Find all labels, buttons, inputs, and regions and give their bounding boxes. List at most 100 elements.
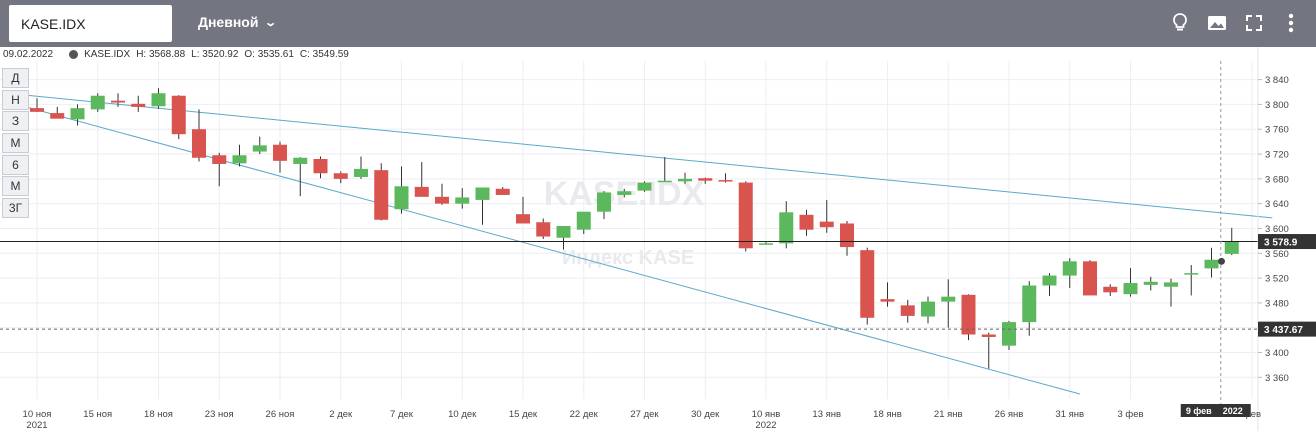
time-tick-label: 10 янв — [752, 409, 781, 420]
chevron-down-icon: ⌄ — [264, 16, 278, 29]
time-tick-year: 2021 — [26, 420, 47, 431]
time-tick-label: 30 дек — [691, 409, 720, 420]
grid-lines — [0, 61, 1258, 399]
candle — [1103, 284, 1118, 297]
price-label-text: 3 578.9 — [1264, 238, 1298, 249]
legend-open: O: 3535.61 — [244, 48, 294, 60]
period-dropdown[interactable]: Дневной ⌄ — [198, 14, 278, 30]
more-vertical-icon[interactable] — [1280, 12, 1302, 34]
candle-body — [30, 108, 44, 112]
candle — [617, 188, 632, 198]
candle-body — [759, 243, 773, 245]
candle — [657, 157, 672, 183]
candle-body — [1022, 285, 1037, 323]
candle — [637, 181, 652, 192]
range-3-button[interactable]: З — [2, 111, 29, 132]
candle-body — [779, 212, 794, 244]
time-tick-label: 23 ноя — [205, 409, 234, 420]
legend-high: H: 3568.88 — [136, 48, 186, 60]
time-tick-label: 3 фев — [1117, 409, 1143, 420]
series-dot-icon — [69, 49, 79, 59]
candle — [556, 225, 571, 250]
lightbulb-icon[interactable] — [1169, 12, 1191, 34]
candle-body — [435, 196, 449, 204]
range-week-button[interactable]: Н — [2, 89, 29, 110]
watermark-name: Индекс KASE — [562, 247, 694, 269]
candle-body — [536, 222, 551, 237]
candle-body — [111, 100, 125, 103]
time-tick-label: 21 янв — [934, 409, 963, 420]
candle — [212, 152, 227, 187]
price-tick-label: 3 680 — [1265, 174, 1289, 185]
time-tick-label: 2 дек — [329, 409, 353, 420]
price-tick-label: 3 480 — [1265, 298, 1289, 309]
candle — [151, 88, 166, 109]
candle — [111, 93, 125, 107]
candle — [435, 183, 449, 205]
candle — [981, 332, 996, 369]
candle — [698, 177, 713, 184]
price-tick-label: 3 560 — [1265, 249, 1289, 260]
legend-date: 09.02.2022 — [3, 48, 54, 60]
candle — [495, 186, 510, 195]
candle-body — [880, 299, 895, 302]
top-toolbar: KASE.IDX Дневной ⌄ — [0, 0, 1316, 47]
candle-body — [840, 223, 854, 248]
price-tick-label: 3 840 — [1265, 75, 1289, 86]
candle — [374, 163, 389, 221]
candle-body — [192, 129, 206, 158]
time-tick-label: 10 дек — [448, 409, 477, 420]
trendline — [6, 92, 1273, 219]
range-day-button[interactable]: Д — [2, 68, 29, 88]
candle — [921, 296, 935, 324]
candle-body — [151, 93, 166, 107]
candle — [779, 201, 794, 249]
fullscreen-icon[interactable] — [1243, 12, 1265, 34]
range-6-button[interactable]: 6 — [2, 154, 29, 175]
candle-body — [819, 221, 834, 228]
candle-body — [1103, 286, 1118, 293]
range-6m-button[interactable]: М — [2, 176, 29, 197]
candle — [738, 181, 753, 252]
candle-body — [455, 197, 470, 204]
time-tick-label: 18 ноя — [144, 409, 173, 420]
candle — [293, 157, 308, 197]
candle-body — [1083, 261, 1097, 296]
time-tick-label: фев — [1243, 409, 1261, 420]
candle-body — [354, 168, 368, 177]
candle-body — [576, 211, 591, 230]
image-icon[interactable] — [1206, 12, 1228, 34]
candle-body — [900, 305, 915, 316]
candle — [799, 209, 814, 236]
candle — [50, 106, 65, 119]
price-tick-label: 3 520 — [1265, 274, 1289, 285]
time-tick-label: 27 дек — [630, 409, 659, 420]
range-selector: Д Н З М 6 М 3Г — [2, 68, 31, 220]
candle-body — [212, 155, 227, 164]
symbol-input[interactable]: KASE.IDX — [9, 5, 172, 42]
candle-body — [495, 188, 510, 195]
range-3y-button[interactable]: 3Г — [2, 198, 29, 219]
candle — [1022, 281, 1037, 336]
candle-body — [293, 157, 308, 164]
candle — [1123, 268, 1138, 297]
price-label: 3 578.9 — [1258, 234, 1316, 250]
candle-body — [70, 108, 85, 120]
candle-body — [313, 158, 328, 174]
range-month-button[interactable]: М — [2, 133, 29, 154]
candle — [597, 191, 611, 220]
price-tick-label: 3 640 — [1265, 199, 1289, 210]
candle-body — [232, 155, 247, 164]
candle-body — [273, 144, 287, 161]
time-tick-label: 26 ноя — [266, 409, 295, 420]
time-tick-label: 7 дек — [390, 409, 414, 420]
candle-body — [678, 178, 692, 182]
legend-low: L: 3520.92 — [191, 48, 239, 60]
candle-body — [597, 192, 611, 212]
candle-body — [921, 301, 935, 317]
price-tick-label: 3 600 — [1265, 224, 1289, 235]
candle — [313, 156, 328, 179]
candle — [536, 218, 551, 239]
